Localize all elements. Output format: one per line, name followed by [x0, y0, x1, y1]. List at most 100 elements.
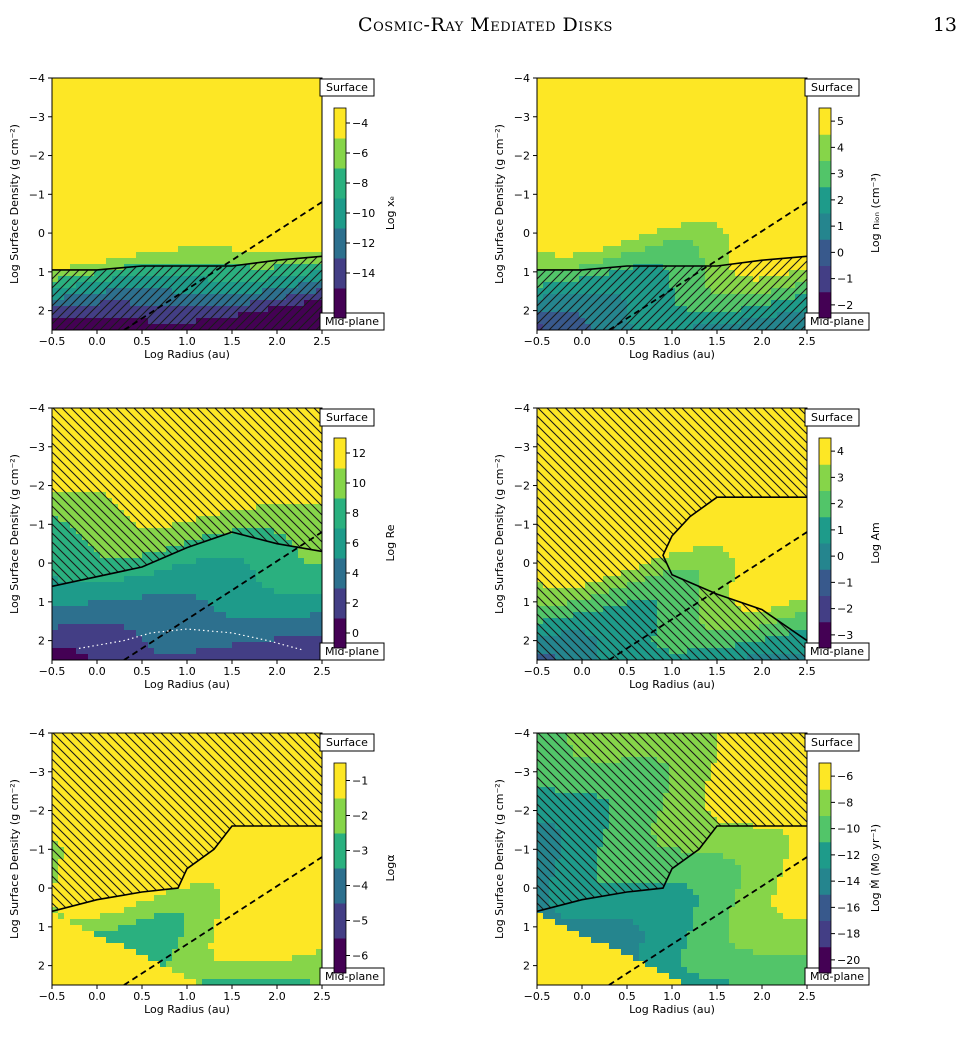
contour-cell: [573, 114, 580, 121]
contour-cell: [214, 150, 221, 157]
contour-cell: [106, 144, 113, 151]
contour-cell: [741, 132, 748, 139]
contour-cell: [112, 150, 119, 157]
contour-cell: [771, 138, 778, 145]
contour-cell: [621, 126, 628, 133]
contour-cell: [292, 132, 299, 139]
contour-cell: [747, 150, 754, 157]
contour-cell: [226, 168, 233, 175]
contour-cell: [172, 120, 179, 127]
contour-cell: [639, 84, 646, 91]
contour-cell: [238, 216, 245, 223]
contour-cell: [537, 174, 544, 181]
contour-cell: [202, 174, 209, 181]
contour-cell: [100, 138, 107, 145]
contour-cell: [765, 228, 772, 235]
contour-cell: [675, 78, 682, 85]
contour-cell: [232, 120, 239, 127]
contour-cell: [220, 186, 227, 193]
contour-cell: [184, 234, 191, 241]
contour-cell: [124, 198, 131, 205]
contour-cell: [124, 180, 131, 187]
contour-cell: [711, 216, 718, 223]
contour-cell: [633, 114, 640, 121]
contour-cell: [130, 234, 137, 241]
contour-cell: [729, 222, 736, 229]
contour-cell: [723, 156, 730, 163]
contour-cell: [244, 210, 251, 217]
contour-cell: [202, 120, 209, 127]
contour-cell: [567, 174, 574, 181]
contour-cell: [783, 162, 790, 169]
contour-cell: [549, 210, 556, 217]
contour-cell: [142, 174, 149, 181]
contour-cell: [190, 114, 197, 121]
contour-cell: [178, 228, 185, 235]
contour-cell: [537, 120, 544, 127]
contour-cell: [603, 144, 610, 151]
contour-cell: [771, 78, 778, 85]
contour-cell: [783, 234, 790, 241]
contour-cell: [298, 222, 305, 229]
contour-cell: [94, 144, 101, 151]
contour-cell: [633, 96, 640, 103]
contour-cell: [573, 204, 580, 211]
contour-cell: [262, 198, 269, 205]
contour-cell: [154, 162, 161, 169]
contour-cell: [615, 204, 622, 211]
contour-cell: [765, 126, 772, 133]
contour-cell: [651, 228, 658, 235]
contour-cell: [130, 144, 137, 151]
contour-cell: [663, 252, 670, 259]
contour-cell: [777, 78, 784, 85]
contour-cell: [64, 192, 71, 199]
contour-cell: [172, 168, 179, 175]
contour-cell: [579, 186, 586, 193]
contour-cell: [178, 222, 185, 229]
contour-cell: [268, 192, 275, 199]
contour-cell: [136, 192, 143, 199]
contour-cell: [130, 114, 137, 121]
contour-cell: [310, 186, 317, 193]
contour-cell: [777, 186, 784, 193]
contour-cell: [777, 84, 784, 91]
contour-cell: [250, 90, 257, 97]
x-axis-label: Log Radius (au): [629, 348, 715, 361]
contour-cell: [711, 186, 718, 193]
contour-cell: [723, 198, 730, 205]
contour-cell: [202, 162, 209, 169]
contour-cell: [681, 198, 688, 205]
contour-cell: [705, 156, 712, 163]
contour-cell: [136, 168, 143, 175]
contour-cell: [777, 252, 784, 259]
contour-cell: [166, 240, 173, 247]
contour-cell: [232, 144, 239, 151]
contour-cell: [609, 96, 616, 103]
contour-cell: [214, 162, 221, 169]
contour-cell: [729, 114, 736, 121]
colorbar-tick-label: −8: [352, 177, 368, 190]
contour-cell: [783, 222, 790, 229]
contour-cell: [615, 210, 622, 217]
contour-cell: [609, 180, 616, 187]
contour-cell: [256, 114, 263, 121]
contour-cell: [298, 240, 305, 247]
contour-cell: [579, 204, 586, 211]
contour-cell: [214, 180, 221, 187]
contour-cell: [226, 132, 233, 139]
contour-cell: [160, 240, 167, 247]
contour-cell: [699, 156, 706, 163]
contour-cell: [591, 132, 598, 139]
contour-cell: [753, 162, 760, 169]
contour-cell: [64, 84, 71, 91]
contour-cell: [298, 138, 305, 145]
contour-cell: [621, 174, 628, 181]
contour-cell: [142, 132, 149, 139]
contour-cell: [693, 102, 700, 109]
contour-cell: [244, 186, 251, 193]
contour-cell: [190, 144, 197, 151]
contour-cell: [645, 204, 652, 211]
contour-cell: [603, 180, 610, 187]
contour-cell: [268, 252, 275, 259]
contour-cell: [717, 210, 724, 217]
